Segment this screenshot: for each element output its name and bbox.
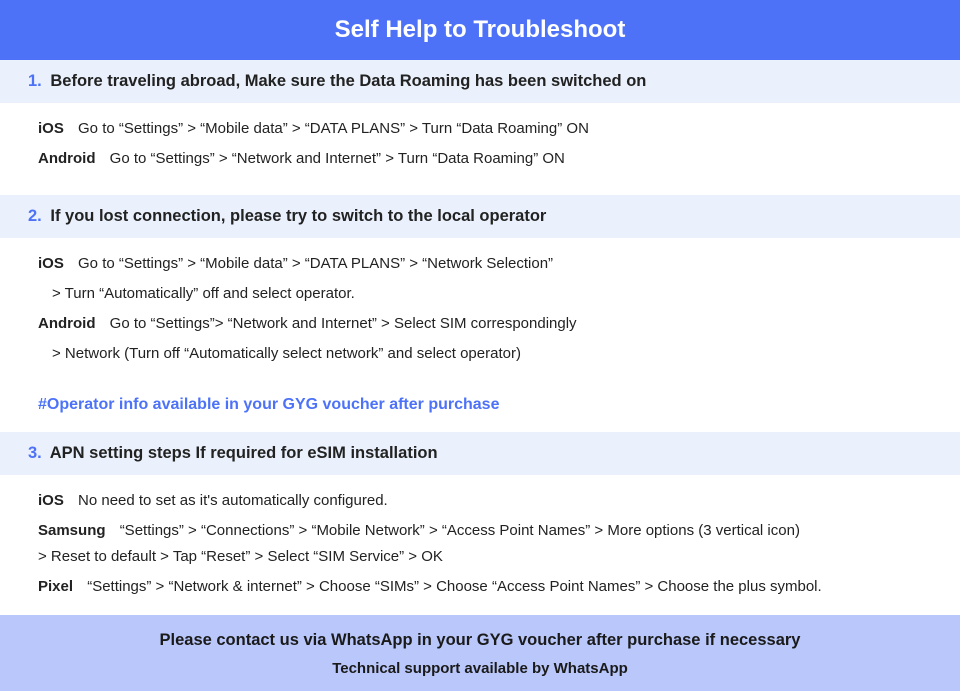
operator-note: #Operator info available in your GYG vou… xyxy=(0,390,960,432)
section-1-rest: Make sure the Data Roaming has been swit… xyxy=(245,72,647,90)
section-1-body: iOS Go to “Settings” > “Mobile data” > “… xyxy=(0,103,960,195)
instruction-text: Go to “Settings” > “Mobile data” > “DATA… xyxy=(78,255,553,272)
section-3-row-samsung: Samsung “Settings” > “Connections” > “Mo… xyxy=(38,519,922,543)
footer-line-1: Please contact us via WhatsApp in your G… xyxy=(0,631,960,650)
section-2-lead: If you lost connection, please try to sw… xyxy=(50,207,546,225)
section-2-title: 2. If you lost connection, please try to… xyxy=(0,195,960,238)
section-3-body: iOS No need to set as it's automatically… xyxy=(0,475,960,615)
instruction-text: “Settings” > “Network & internet” > Choo… xyxy=(87,578,821,595)
section-2-body: iOS Go to “Settings” > “Mobile data” > “… xyxy=(0,238,960,390)
footer: Please contact us via WhatsApp in your G… xyxy=(0,615,960,691)
section-2-row-android: Android Go to “Settings”> “Network and I… xyxy=(38,312,922,336)
section-2-row-ios-cont: > Turn “Automatically” off and select op… xyxy=(52,282,922,306)
platform-label: Pixel xyxy=(38,578,73,595)
section-2-num: 2. xyxy=(28,207,42,225)
section-3-row-pixel: Pixel “Settings” > “Network & internet” … xyxy=(38,575,922,599)
section-2-row-ios: iOS Go to “Settings” > “Mobile data” > “… xyxy=(38,252,922,276)
section-3-title: 3. APN setting steps If required for eSI… xyxy=(0,432,960,475)
footer-line-2: Technical support available by WhatsApp xyxy=(0,660,960,677)
platform-label: Samsung xyxy=(38,522,106,539)
section-3-row-samsung-cont: > Reset to default > Tap “Reset” > Selec… xyxy=(38,545,922,569)
instruction-text: Go to “Settings”> “Network and Internet”… xyxy=(110,315,577,332)
section-1-lead: Before traveling abroad, xyxy=(50,72,240,90)
platform-label: Android xyxy=(38,150,96,167)
instruction-text: No need to set as it's automatically con… xyxy=(78,492,388,509)
section-1-num: 1. xyxy=(28,72,42,90)
section-1-title: 1. Before traveling abroad, Make sure th… xyxy=(0,60,960,103)
section-2-row-android-cont: > Network (Turn off “Automatically selec… xyxy=(52,342,922,366)
section-1-row-android: Android Go to “Settings” > “Network and … xyxy=(38,147,922,171)
platform-label: iOS xyxy=(38,492,64,509)
platform-label: Android xyxy=(38,315,96,332)
page-title: Self Help to Troubleshoot xyxy=(335,16,626,43)
page-header: Self Help to Troubleshoot xyxy=(0,0,960,60)
platform-label: iOS xyxy=(38,120,64,137)
instruction-text: Go to “Settings” > “Mobile data” > “DATA… xyxy=(78,120,589,137)
section-3-lead: APN setting steps If required for eSIM i… xyxy=(50,444,438,462)
section-3-row-ios: iOS No need to set as it's automatically… xyxy=(38,489,922,513)
instruction-text: “Settings” > “Connections” > “Mobile Net… xyxy=(120,522,800,539)
platform-label: iOS xyxy=(38,255,64,272)
instruction-text: Go to “Settings” > “Network and Internet… xyxy=(110,150,565,167)
section-3-num: 3. xyxy=(28,444,42,462)
section-1-row-ios: iOS Go to “Settings” > “Mobile data” > “… xyxy=(38,117,922,141)
